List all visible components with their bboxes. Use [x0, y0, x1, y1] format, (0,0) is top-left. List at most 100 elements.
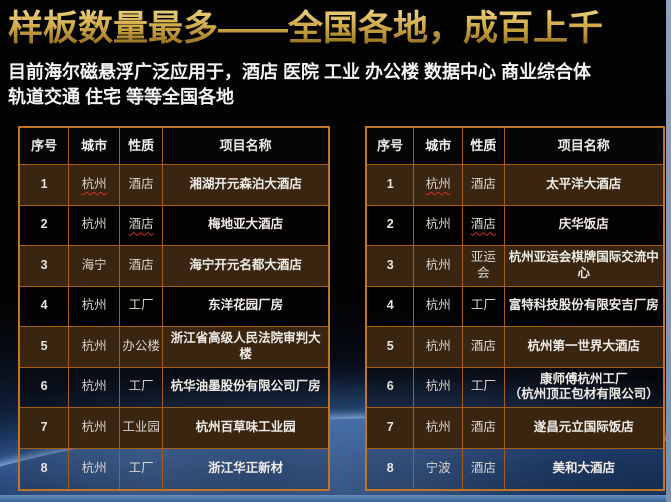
table-row: 6 杭州 工厂 康师傅杭州工厂 （杭州顶正包材有限公司） [367, 367, 663, 408]
cell-city-text: 杭州 [425, 379, 451, 394]
cell-type-text: 工厂 [128, 298, 154, 313]
cell-type-text: 工厂 [470, 298, 496, 313]
cell-project: 杭州百草味工业园 [163, 408, 328, 449]
cell-city: 杭州 [414, 205, 464, 246]
cell-project-text: 杭华油墨股份有限公司厂房 [170, 379, 321, 394]
cell-city-text: 杭州 [425, 176, 451, 191]
cell-project-text: 东洋花园厂房 [208, 298, 284, 313]
cell-type: 酒店 [463, 408, 505, 449]
header-cell-text: 城市 [81, 137, 108, 153]
cell-city: 杭州 [69, 205, 121, 246]
table-row: 4 杭州 工厂 东洋花园厂房 [20, 286, 328, 327]
header-cell: 项目名称 [504, 128, 663, 165]
cell-type-text: 酒店 [470, 217, 496, 232]
cell-city-text: 海宁 [81, 257, 107, 272]
projects-table-left: 序号 城市 性质 项目名称 1 杭州 酒店 湘湖开元森泊大酒店 2 杭州 酒店 梅地亚大酒店 3 海宁 酒店… [18, 126, 330, 491]
cell-no: 8 [20, 448, 70, 489]
table-row: 5 杭州 办公楼 浙江省高级人民法院审判大楼 [20, 327, 328, 368]
cell-city: 杭州 [69, 286, 121, 327]
cell-city: 杭州 [414, 246, 464, 287]
header-cell: 序号 [367, 128, 415, 165]
cell-type: 酒店 [120, 165, 164, 206]
table-row: 8 宁波 酒店 美和大酒店 [367, 448, 663, 490]
cell-no: 5 [20, 327, 70, 368]
cell-type-text: 工业园 [122, 419, 160, 434]
cell-project-text: 富特科技股份有限安吉厂房 [508, 298, 659, 313]
cell-project: 东洋花园厂房 [163, 287, 328, 327]
cell-city-text: 杭州 [81, 379, 107, 394]
cell-no-text: 5 [386, 338, 394, 353]
cell-type: 工厂 [120, 367, 164, 408]
table-header-row: 序号 城市 性质 项目名称 [367, 128, 663, 165]
header-cell-text: 项目名称 [557, 137, 610, 153]
header-cell: 序号 [20, 128, 70, 165]
cell-project: 梅地亚大酒店 [163, 206, 328, 246]
cell-no: 2 [367, 205, 415, 246]
cell-project-text: 杭州第一世界大酒店 [527, 338, 641, 353]
right-edge-bar [666, 0, 671, 502]
slide-subtitle: 目前海尔磁悬浮广泛应用于，酒店 医院 工业 办公楼 数据中心 商业综合体 轨道交… [8, 60, 658, 110]
cell-project-text: 梅地亚大酒店 [208, 217, 284, 232]
cell-project: 浙江省高级人民法院审判大楼 [163, 327, 328, 368]
cell-type: 酒店 [463, 327, 505, 368]
cell-no: 7 [20, 408, 70, 449]
cell-type-text: 酒店 [470, 419, 496, 434]
header-cell-text: 序号 [377, 137, 404, 153]
subtitle-line-2: 轨道交通 住宅 等等全国各地 [8, 87, 235, 108]
cell-project-text: 杭州亚运会棋牌国际交流中心 [508, 250, 659, 280]
cell-city-text: 宁波 [425, 460, 451, 475]
cell-city: 杭州 [414, 165, 464, 206]
header-cell-text: 城市 [425, 137, 452, 153]
header-cell-text: 性质 [128, 137, 155, 153]
cell-type: 工业园 [120, 408, 164, 449]
cell-no: 1 [20, 165, 70, 206]
cell-type-text: 酒店 [470, 176, 496, 191]
cell-no-text: 8 [40, 460, 48, 475]
header-cell: 性质 [120, 128, 164, 165]
table-row: 5 杭州 酒店 杭州第一世界大酒店 [367, 327, 663, 368]
cell-no: 2 [20, 205, 70, 246]
cell-no: 1 [367, 165, 415, 206]
slide-title: 样板数量最多——全国各地，成百上千 [8, 8, 663, 50]
cell-city-text: 杭州 [425, 419, 451, 434]
cell-project: 康师傅杭州工厂 （杭州顶正包材有限公司） [504, 368, 663, 408]
header-cell-text: 序号 [31, 137, 58, 153]
cell-city-text: 杭州 [425, 338, 451, 353]
cell-city: 杭州 [69, 367, 121, 408]
cell-no: 4 [367, 286, 415, 327]
cell-project: 美和大酒店 [505, 449, 663, 490]
cell-no-text: 8 [386, 460, 394, 475]
header-cell-text: 性质 [470, 137, 497, 153]
cell-city: 杭州 [69, 448, 121, 489]
cell-project-text: 康师傅杭州工厂 （杭州顶正包材有限公司） [508, 371, 659, 402]
table-row: 7 杭州 酒店 遂昌元立国际饭店 [367, 408, 663, 449]
cell-no-text: 5 [40, 338, 48, 353]
cell-no-text: 7 [40, 419, 48, 434]
cell-no: 5 [367, 327, 415, 368]
cell-type-text: 工厂 [470, 379, 496, 394]
cell-project: 海宁开元名都大酒店 [163, 246, 328, 287]
cell-no: 4 [20, 286, 70, 327]
cell-city-text: 杭州 [425, 257, 451, 272]
cell-no-text: 2 [386, 217, 394, 232]
cell-type: 办公楼 [120, 327, 164, 368]
cell-type: 酒店 [463, 205, 505, 246]
table-row: 3 海宁 酒店 海宁开元名都大酒店 [20, 246, 328, 287]
cell-type-text: 亚运会 [470, 250, 496, 280]
table-row: 2 杭州 酒店 梅地亚大酒店 [20, 205, 328, 246]
cell-type: 工厂 [120, 448, 164, 489]
header-cell: 城市 [414, 128, 464, 165]
cell-no: 8 [367, 448, 415, 489]
header-cell-text: 项目名称 [219, 137, 272, 153]
cell-city-text: 杭州 [81, 419, 107, 434]
cell-city: 杭州 [69, 408, 121, 449]
cell-no-text: 4 [40, 298, 48, 313]
cell-city-text: 杭州 [425, 217, 451, 232]
cell-project-text: 海宁开元名都大酒店 [189, 257, 302, 272]
cell-no-text: 6 [40, 379, 48, 394]
cell-type: 工厂 [463, 286, 505, 327]
cell-project-text: 太平洋大酒店 [546, 176, 622, 191]
cell-city-text: 杭州 [425, 298, 451, 313]
cell-type: 酒店 [463, 165, 505, 206]
table-row: 4 杭州 工厂 富特科技股份有限安吉厂房 [367, 286, 663, 327]
